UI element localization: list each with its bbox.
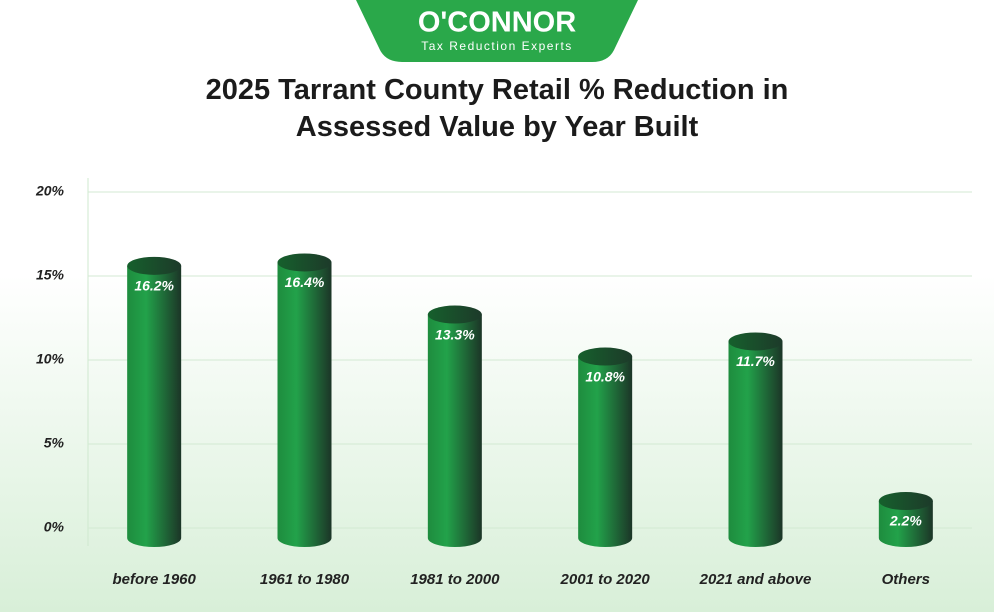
bar-body — [578, 356, 633, 547]
bar-cap — [878, 492, 933, 511]
data-label: 16.2% — [134, 278, 174, 294]
logo-tagline: Tax Reduction Experts — [421, 39, 573, 53]
bar-body — [127, 265, 182, 547]
y-tick-label: 0% — [44, 519, 65, 535]
bar — [127, 256, 182, 547]
bar-cap — [277, 253, 332, 272]
bar — [277, 253, 332, 547]
plot: 0% 5% 10% 15% 20% before 1960 16.2% 1961 to 198… — [35, 183, 972, 588]
bar-body — [277, 262, 332, 547]
chart-title: 2025 Tarrant County Retail % Reduction i… — [205, 74, 789, 143]
x-tick-label: 2021 and above — [699, 571, 812, 588]
data-label: 10.8% — [585, 368, 625, 384]
x-tick-label: 2001 to 2020 — [560, 571, 651, 588]
x-tick-label: 1981 to 2000 — [410, 571, 500, 588]
data-label: 2.2% — [889, 513, 922, 529]
data-label: 16.4% — [285, 274, 325, 290]
x-tick-label: Others — [882, 571, 930, 588]
bar-body — [427, 314, 482, 547]
bar — [878, 492, 933, 547]
logo-name: O'CONNOR — [418, 7, 576, 39]
bar-body — [878, 501, 933, 547]
data-label: 11.7% — [736, 353, 775, 369]
y-tick-label: 20% — [35, 183, 65, 199]
bar — [728, 332, 783, 547]
bar-cap — [728, 332, 783, 351]
y-tick-label: 10% — [36, 351, 65, 367]
bar — [427, 305, 482, 547]
bar-body — [728, 341, 783, 547]
bar-cap — [578, 347, 633, 366]
data-label: 13.3% — [435, 326, 475, 342]
logo-badge — [356, 0, 638, 62]
bar-cap — [127, 256, 182, 275]
bar — [578, 347, 633, 547]
y-tick-label: 5% — [44, 435, 65, 451]
x-tick-label: before 1960 — [112, 571, 196, 588]
x-tick-label: 1961 to 1980 — [260, 571, 350, 588]
bar-cap — [427, 305, 482, 324]
y-tick-label: 15% — [36, 267, 65, 283]
